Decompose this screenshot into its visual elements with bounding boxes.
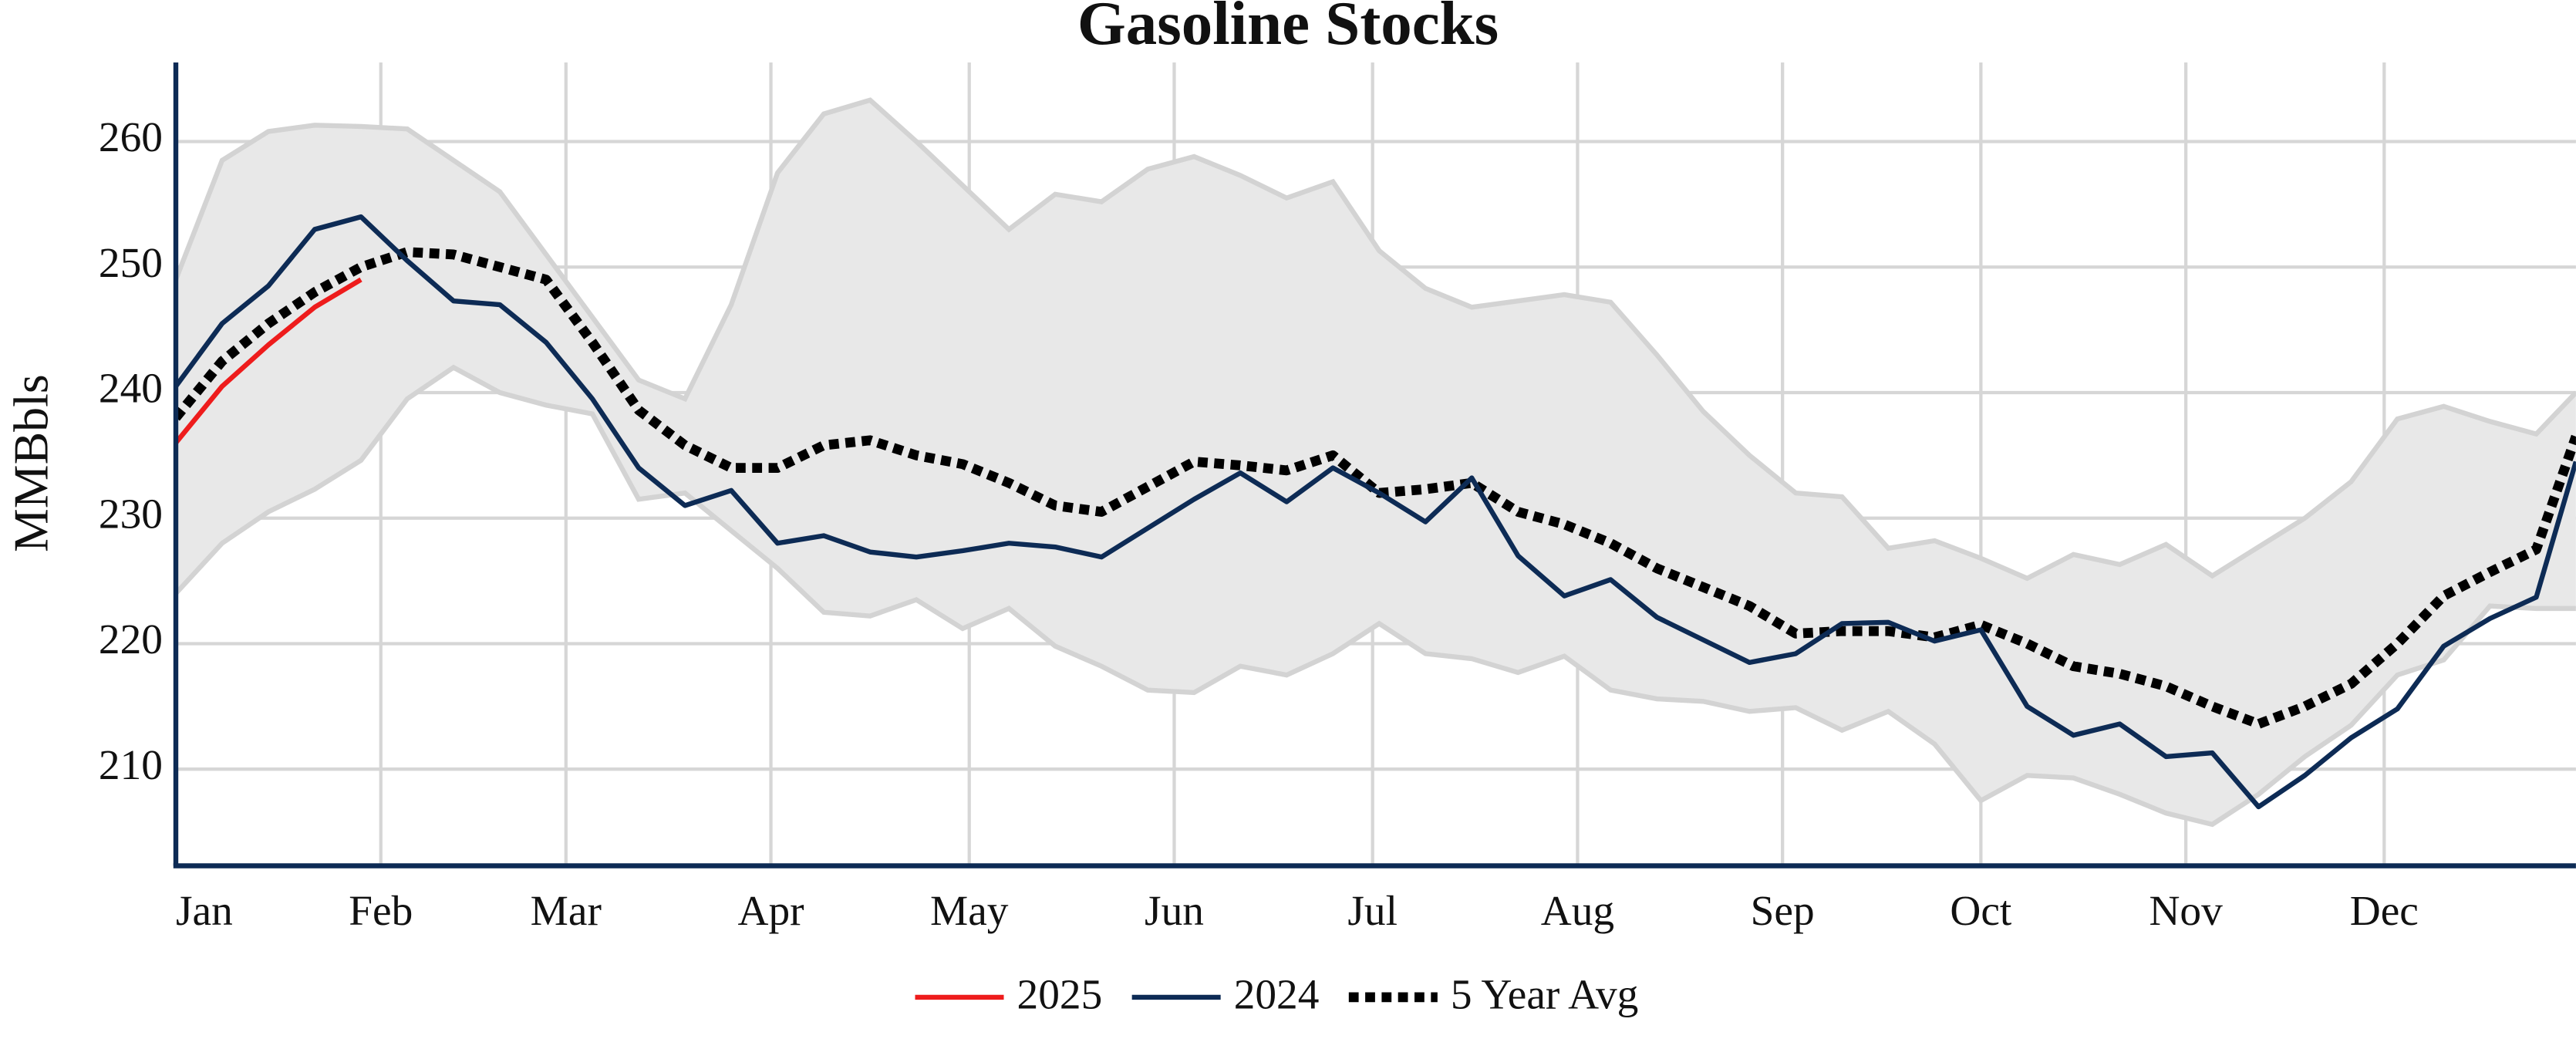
x-tick-label: Jun bbox=[1145, 887, 1204, 934]
range-band bbox=[175, 100, 2576, 825]
legend: 2025 2024 5 Year Avg bbox=[915, 971, 1638, 1018]
y-tick-label: 210 bbox=[99, 741, 163, 788]
plot-area bbox=[175, 97, 2576, 828]
legend-label: 5 Year Avg bbox=[1451, 971, 1639, 1018]
x-tick-label: Jul bbox=[1347, 887, 1398, 934]
chart-title: Gasoline Stocks bbox=[1077, 0, 1499, 58]
range-edge bbox=[175, 364, 2576, 828]
x-tick-label: Dec bbox=[2350, 887, 2419, 934]
legend-label: 2024 bbox=[1234, 971, 1320, 1018]
y-axis-label: MMBbls bbox=[4, 374, 59, 552]
legend-label: 2025 bbox=[1017, 971, 1103, 1018]
y-tick-label: 240 bbox=[99, 365, 163, 412]
x-tick-label: Apr bbox=[737, 887, 804, 934]
x-tick-label: Sep bbox=[1751, 887, 1815, 934]
series-line bbox=[175, 214, 2576, 810]
x-tick-label: Oct bbox=[1950, 887, 2012, 934]
x-tick-label: Nov bbox=[2149, 887, 2223, 934]
axes: 210 220 230 240 250 260 Jan Feb Mar Apr May Jun Jul A… bbox=[99, 62, 2576, 934]
y-tick-label: 260 bbox=[99, 113, 163, 160]
x-tick-label: Mar bbox=[531, 887, 602, 934]
x-tick-label: Jan bbox=[176, 887, 233, 934]
y-tick-label: 230 bbox=[99, 490, 163, 537]
x-tick-label: Aug bbox=[1541, 887, 1614, 934]
x-tick-label: Feb bbox=[349, 887, 413, 934]
range-edge bbox=[175, 97, 2576, 582]
y-tick-label: 250 bbox=[99, 239, 163, 286]
y-tick-label: 220 bbox=[99, 616, 163, 663]
series-line bbox=[175, 277, 362, 445]
x-tick-label: May bbox=[930, 887, 1009, 934]
